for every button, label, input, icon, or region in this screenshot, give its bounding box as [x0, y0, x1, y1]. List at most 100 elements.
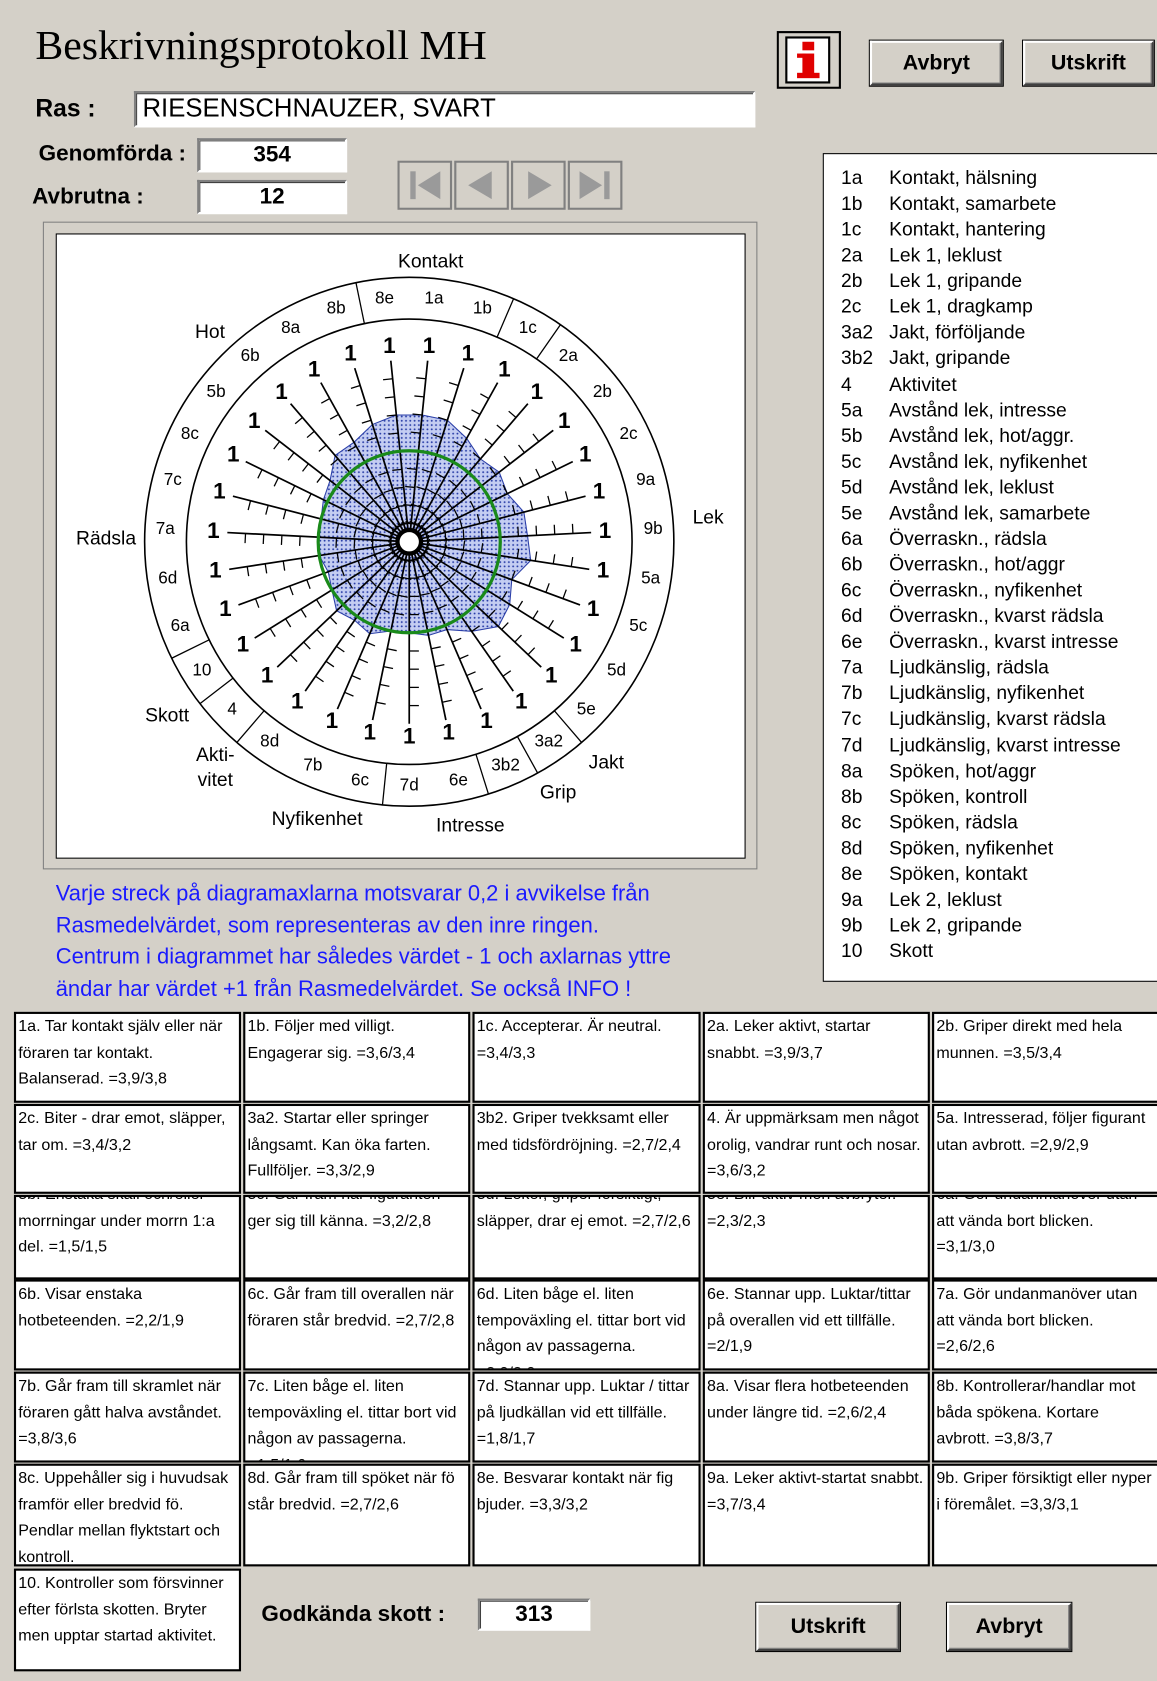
- legend-code: 5d: [840, 476, 863, 498]
- axis-label: 5c: [629, 615, 648, 635]
- note-line: ändar har värdet +1 från Rasmedelvärdet.…: [55, 975, 632, 1001]
- description-cell: 3b2. Griper tvekksamt eller med tidsförd…: [472, 1103, 701, 1194]
- axis-tick: [547, 619, 554, 629]
- axis-tick: [405, 558, 416, 563]
- last-button[interactable]: [567, 160, 623, 210]
- axis-label: 8e: [375, 287, 394, 307]
- approved-label: Godkända skott :: [261, 1601, 446, 1627]
- axis-tick: [392, 468, 402, 471]
- axis-tick: [300, 514, 305, 524]
- legend-code: 5a: [840, 398, 863, 421]
- legend-code: 1c: [840, 218, 862, 240]
- legend-code: 6e: [840, 630, 863, 653]
- axis-end-label: 1: [219, 596, 232, 621]
- axis-tick: [484, 438, 493, 446]
- axis-end-label: 1: [344, 341, 357, 366]
- axis-label: 7d: [400, 774, 419, 794]
- legend-code: 5e: [840, 502, 863, 524]
- aborted-label: Avbrutna :: [32, 184, 144, 209]
- cancel-button[interactable]: Avbryt: [869, 40, 1003, 86]
- axis-tick: [435, 559, 443, 568]
- axis-tick: [420, 592, 430, 596]
- legend-code: 6c: [840, 579, 862, 601]
- axis-end-label: 1: [442, 720, 455, 745]
- completed-label: Genomförda :: [38, 141, 187, 166]
- axis-tick: [502, 670, 512, 677]
- group-label: Nyfikenhet: [272, 809, 364, 830]
- axis-label: 7a: [156, 518, 176, 538]
- axis-tick: [386, 414, 397, 417]
- axis-tick: [265, 505, 269, 515]
- axis-tick: [388, 537, 393, 547]
- axis-label: 9b: [644, 518, 663, 538]
- axis-line: [336, 553, 405, 710]
- description-text: 2b. Griper direkt med hela munnen. =3,5/…: [936, 1017, 1123, 1062]
- axis-line: [289, 403, 402, 533]
- axis-end-label: 1: [531, 379, 544, 404]
- axis-label: 5b: [207, 381, 226, 401]
- axis-tick: [382, 566, 390, 575]
- description-text: 7c. Liten båge el. liten tempoväxling el…: [247, 1376, 457, 1461]
- axis-label: 8c: [181, 423, 200, 443]
- axis-tick: [384, 396, 395, 399]
- axis-tick: [413, 521, 422, 529]
- axis-tick: [453, 508, 459, 519]
- axis-tick: [441, 523, 446, 533]
- description-text: 6a. Gör undanmanöver utan att vända bort…: [936, 1197, 1137, 1256]
- axis-tick: [424, 542, 431, 552]
- axis-label: 4: [227, 698, 237, 718]
- aborted-field[interactable]: 12: [197, 179, 348, 215]
- axis-tick: [325, 660, 335, 668]
- axis-tick: [547, 495, 551, 506]
- axis-end-label: 1: [308, 356, 321, 381]
- description-cell: 10. Kontroller som försvinner efter förl…: [13, 1568, 242, 1672]
- legend-code: 6d: [840, 605, 863, 627]
- description-cell: 7b. Går fram till skramlet när föraren g…: [13, 1371, 242, 1463]
- print-button[interactable]: Utskrift: [1023, 40, 1154, 86]
- axis-line: [245, 460, 399, 537]
- axis-tick: [430, 587, 440, 593]
- legend-code: 7a: [840, 656, 863, 679]
- axis-end-label: 1: [364, 720, 377, 745]
- legend-label: Jakt, förföljande: [889, 321, 1026, 344]
- axis-tick: [355, 591, 364, 600]
- axis-tick: [377, 560, 384, 570]
- next-button[interactable]: [511, 160, 566, 210]
- description-text: 7b. Går fram till skramlet när föraren g…: [18, 1376, 222, 1448]
- axis-tick: [365, 499, 375, 508]
- completed-field[interactable]: 354: [197, 138, 348, 173]
- approved-field[interactable]: 313: [477, 1598, 591, 1631]
- axis-tick: [442, 545, 448, 555]
- axis-tick: [476, 557, 482, 568]
- axis-tick: [357, 560, 362, 570]
- axis-tick: [427, 488, 437, 495]
- axis-tick: [527, 647, 536, 656]
- axis-line: [421, 542, 590, 571]
- navigation: [397, 160, 623, 210]
- description-text: 2c. Biter - drar emot, släpper, tar om. …: [18, 1109, 226, 1154]
- note-line: Centrum i diagrammet har således värdet …: [55, 944, 671, 969]
- description-text: 4. Är uppmärksam men något orolig, vandr…: [707, 1109, 921, 1180]
- axis-tick: [437, 516, 443, 527]
- legend-label: Skott: [889, 940, 934, 962]
- description-text: 2a. Leker aktivt, startar snabbt. =3,9/3…: [707, 1017, 871, 1062]
- breed-field[interactable]: RIESENSCHNAUZER, SVART: [133, 91, 756, 128]
- description-cell: 8e. Besvarar kontakt när fig bjuder. =3,…: [472, 1463, 701, 1567]
- axis-line: [413, 553, 482, 710]
- previous-button[interactable]: [454, 160, 509, 210]
- axis-tick: [398, 556, 408, 563]
- first-button[interactable]: [397, 160, 453, 210]
- axis-tick: [355, 517, 361, 527]
- description-cell: 9a. Leker aktivt-startat snabbt. =3,7/3,…: [702, 1463, 930, 1567]
- axis-tick: [450, 595, 460, 603]
- cancel-button[interactable]: Avbryt: [947, 1602, 1072, 1652]
- legend-code: 9a: [840, 888, 863, 911]
- print-button[interactable]: Utskrift: [756, 1602, 900, 1652]
- axis-tick: [351, 674, 361, 680]
- axis-tick: [370, 532, 375, 543]
- group-label: Skott: [145, 705, 190, 726]
- info-icon[interactable]: [776, 31, 841, 89]
- chart-frame: [42, 221, 758, 870]
- description-cell: 5a. Intresserad, följer figurant utan av…: [932, 1103, 1157, 1194]
- axis-tick: [459, 518, 463, 529]
